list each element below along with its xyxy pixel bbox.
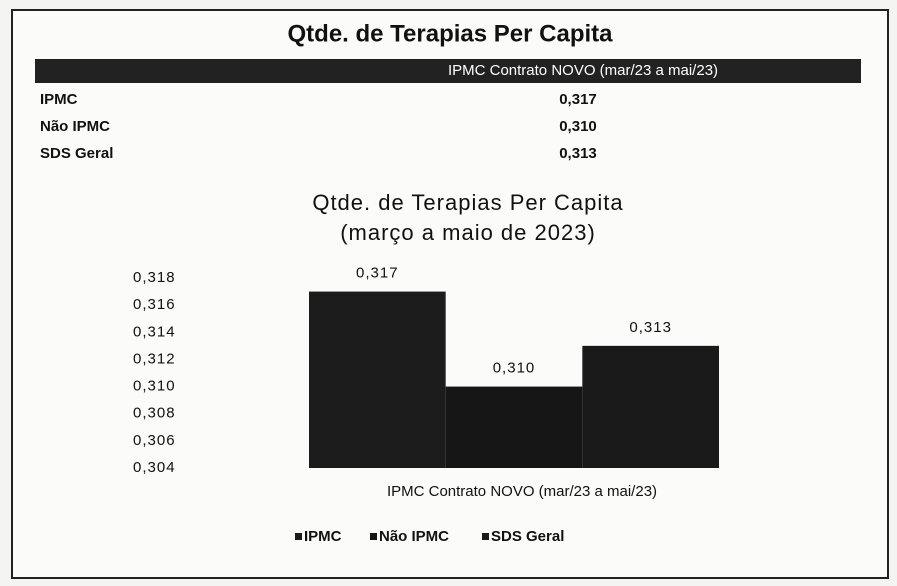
y-tick-label: 0,318 [133,269,176,286]
legend-swatch [295,533,302,540]
row-label: IPMC [40,91,78,108]
row-label: Não IPMC [40,118,110,135]
row-value: 0,317 [559,91,597,108]
chart-title: (março a maio de 2023) [340,220,596,245]
row-label: SDS Geral [40,145,113,162]
bar [445,386,583,468]
legend-label: Não IPMC [379,528,449,545]
y-tick-label: 0,306 [133,432,176,449]
y-tick-label: 0,310 [133,378,176,395]
value-label: 0,313 [629,319,672,336]
y-tick-label: 0,312 [133,350,176,367]
y-tick-label: 0,304 [133,459,176,476]
value-label: 0,317 [356,265,399,282]
row-value: 0,310 [559,118,597,135]
chart-title: Qtde. de Terapias Per Capita [312,190,623,215]
legend-label: IPMC [304,528,342,545]
row-value: 0,313 [559,145,597,162]
bar [309,291,446,468]
table-header-bar [35,59,861,83]
frame [11,9,889,579]
y-tick-label: 0,314 [133,323,176,340]
legend-swatch [482,533,489,540]
page-title: Qtde. de Terapias Per Capita [288,20,614,47]
x-axis-category: IPMC Contrato NOVO (mar/23 a mai/23) [387,483,657,500]
table-header: IPMC Contrato NOVO (mar/23 a mai/23) [448,62,718,79]
y-tick-label: 0,316 [133,296,176,313]
value-label: 0,310 [493,360,536,377]
legend-swatch [370,533,377,540]
y-tick-label: 0,308 [133,405,176,422]
bar [582,345,719,468]
legend-label: SDS Geral [491,528,564,545]
